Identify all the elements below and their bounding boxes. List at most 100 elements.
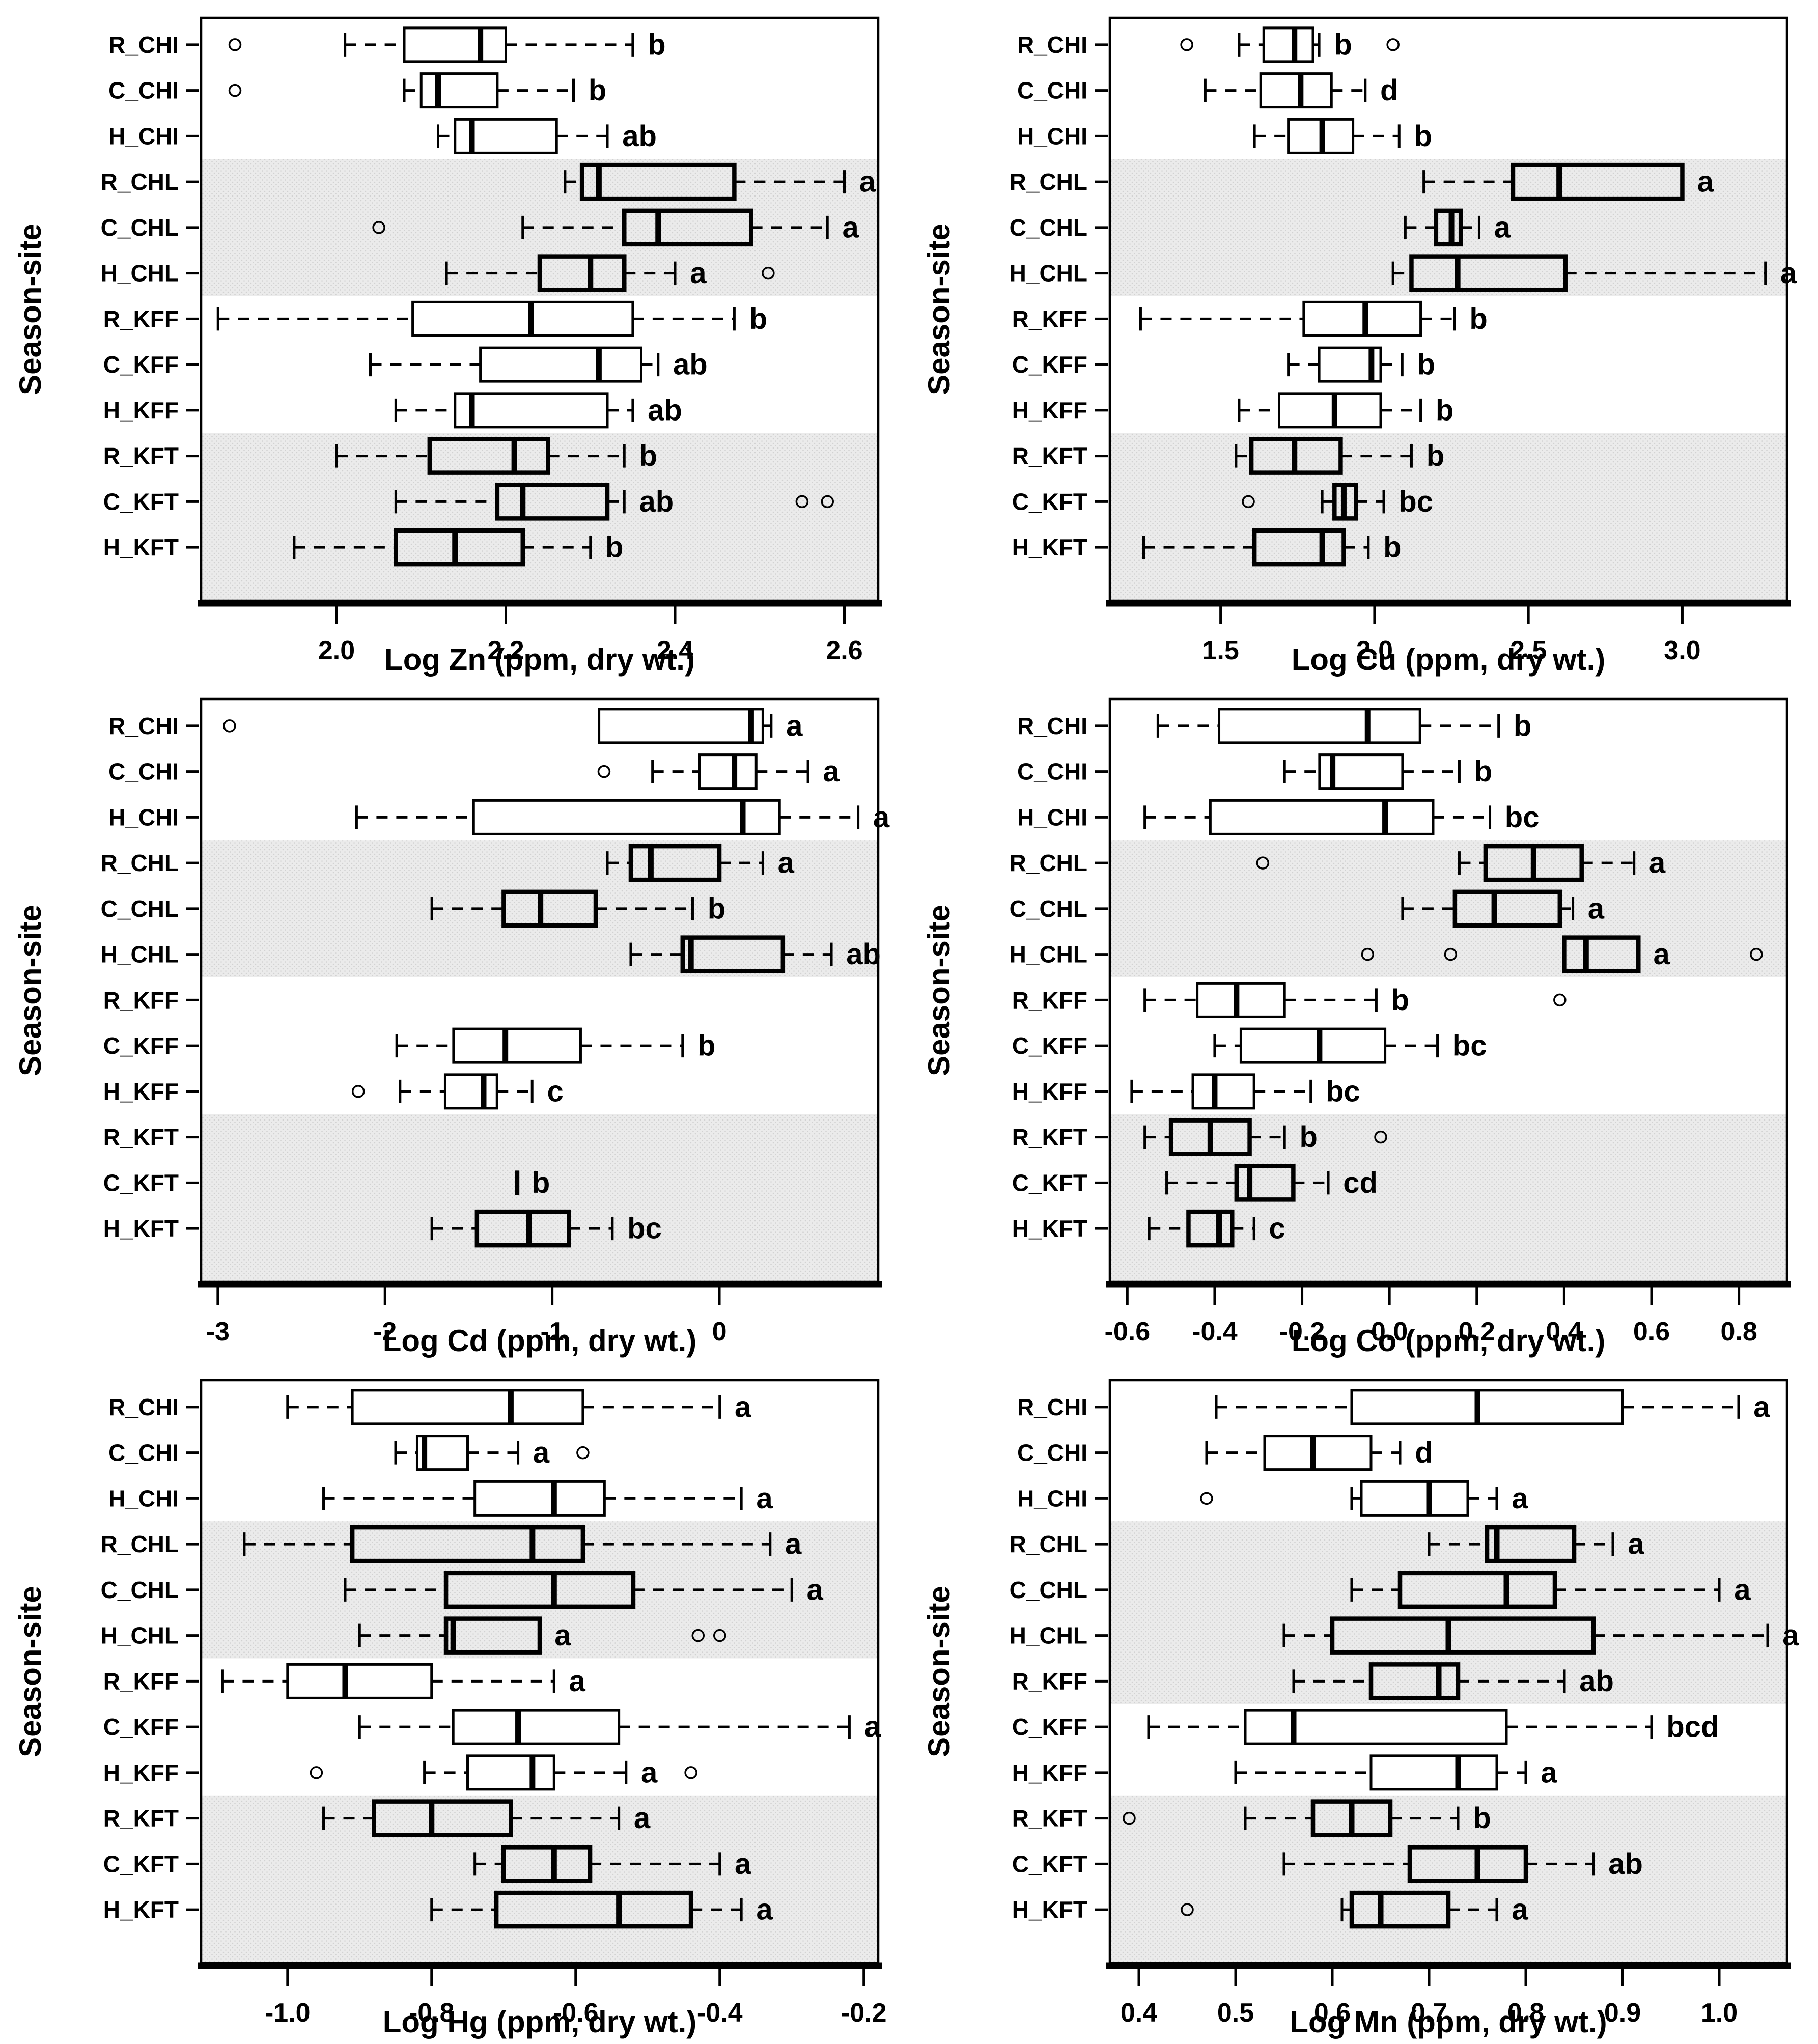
category-label: H_KFT bbox=[103, 1896, 179, 1923]
box bbox=[372, 1799, 513, 1837]
sig-letter: bc bbox=[1452, 1029, 1487, 1062]
x-tick-label: 2.4 bbox=[657, 636, 693, 665]
box bbox=[1511, 162, 1685, 201]
outlier-point bbox=[1553, 993, 1567, 1007]
category-label: H_KFF bbox=[1012, 397, 1087, 424]
box bbox=[473, 1480, 606, 1517]
sig-letter: b bbox=[1334, 28, 1352, 61]
category-label: H_CHI bbox=[1017, 804, 1087, 830]
category-label: R_CHI bbox=[108, 713, 179, 739]
x-tick-label: -0.6 bbox=[553, 1998, 599, 2028]
x-tick-label: 0.5 bbox=[1217, 1998, 1254, 2028]
panel-cd: -3 -2 -1 0 Log Cd (ppm, dry wt.) Season-site R… bbox=[0, 681, 909, 1362]
box bbox=[1234, 1164, 1296, 1202]
outlier-point bbox=[795, 495, 809, 509]
x-tick-label: -1 bbox=[541, 1317, 564, 1347]
box bbox=[1196, 982, 1286, 1018]
outlier-point bbox=[351, 1085, 365, 1098]
x-tick-label: 2.0 bbox=[318, 636, 355, 665]
box-row-C_KFT: b bbox=[515, 1166, 550, 1199]
category-label: H_KFT bbox=[1012, 1896, 1087, 1923]
box bbox=[403, 26, 507, 63]
category-label: C_KFT bbox=[1012, 1169, 1087, 1196]
sig-letter: bc bbox=[1326, 1075, 1360, 1108]
category-label: C_CHL bbox=[101, 1577, 179, 1603]
category-label: C_KFF bbox=[103, 1032, 179, 1059]
x-tick-label: 3.0 bbox=[1664, 636, 1700, 665]
category-label: C_KFT bbox=[103, 1169, 179, 1196]
sig-letter: a bbox=[806, 1573, 823, 1606]
sig-letter: ab bbox=[673, 348, 708, 381]
box-row-H_CHI: bc bbox=[1143, 799, 1540, 835]
x-tick-label: 0.9 bbox=[1604, 1998, 1641, 2028]
box-row-H_KFT: a bbox=[430, 1890, 773, 1929]
category-label: H_KFT bbox=[103, 1215, 179, 1242]
sig-letter: a bbox=[1512, 1893, 1528, 1926]
sig-letter: a bbox=[641, 1756, 658, 1789]
sig-letter: b bbox=[532, 1166, 550, 1199]
y-axis-title: Season-site bbox=[13, 1586, 47, 1757]
x-tick-label: 1.5 bbox=[1202, 636, 1239, 665]
category-label: R_KFT bbox=[1012, 1805, 1087, 1832]
sig-letter: a bbox=[843, 211, 859, 244]
category-label: R_KFT bbox=[1012, 1124, 1087, 1151]
sig-letter: a bbox=[785, 1528, 802, 1561]
x-tick-label: 1.0 bbox=[1701, 1998, 1738, 2028]
outlier-point bbox=[1181, 1903, 1194, 1916]
box bbox=[411, 300, 634, 337]
box bbox=[427, 437, 550, 475]
box-row-C_KFT: ab bbox=[394, 483, 834, 521]
box-row-H_KFT: b bbox=[1142, 528, 1402, 567]
sig-letter: bc bbox=[1505, 801, 1540, 834]
sig-letter: ab bbox=[846, 938, 881, 971]
x-tick-label: 0.2 bbox=[1459, 1317, 1495, 1347]
box-row-H_KFT: bc bbox=[430, 1209, 662, 1248]
sig-letter: a bbox=[1512, 1482, 1528, 1515]
category-label: C_CHI bbox=[108, 759, 179, 785]
box-row-C_KFF: ab bbox=[369, 346, 708, 383]
category-label: H_CHL bbox=[1010, 1622, 1087, 1649]
box bbox=[443, 1073, 498, 1110]
box-row-R_KFF: b bbox=[1139, 300, 1488, 337]
category-label: H_CHL bbox=[101, 941, 179, 968]
panel-cu: 1.5 2.0 2.5 3.0 Log Cu (ppm, dry wt.) Season-… bbox=[909, 0, 1817, 681]
sig-letter: b bbox=[1299, 1121, 1317, 1154]
box-row-H_KFF: c bbox=[351, 1073, 564, 1110]
category-label: H_CHI bbox=[108, 1485, 179, 1511]
sig-letter: ab bbox=[1579, 1665, 1614, 1698]
x-tick-label: 0.6 bbox=[1633, 1317, 1670, 1347]
box-row-C_CHI: b bbox=[1283, 753, 1492, 790]
sig-letter: a bbox=[1753, 1390, 1770, 1423]
box-row-H_CHL: a bbox=[1361, 935, 1763, 973]
plot-zn: 2.0 2.2 2.4 2.6 Log Zn (ppm, dry wt.) Season-… bbox=[13, 16, 882, 677]
box bbox=[394, 528, 525, 567]
sig-letter: a bbox=[1494, 211, 1511, 244]
box bbox=[452, 1027, 582, 1064]
box bbox=[1259, 72, 1333, 109]
category-label: H_KFF bbox=[103, 1078, 179, 1105]
x-tick-label: -1.0 bbox=[265, 1998, 311, 2028]
box-row-R_KFT: b bbox=[1143, 1118, 1387, 1156]
outlier-point bbox=[1200, 1492, 1213, 1505]
outlier-point bbox=[1374, 1130, 1387, 1144]
plot-hg: -1.0 -0.8 -0.6 -0.4 -0.2 Log Hg (ppm, dry wt.… bbox=[13, 1379, 887, 2039]
box-row-C_CHL: a bbox=[1401, 889, 1605, 928]
box bbox=[1209, 799, 1435, 835]
box-row-H_CHI: b bbox=[1253, 118, 1432, 154]
box-row-H_CHL: ab bbox=[629, 935, 881, 973]
outlier-point bbox=[310, 1766, 323, 1779]
box bbox=[537, 254, 627, 292]
category-label: C_KFF bbox=[1012, 1714, 1087, 1740]
box-row-R_CHI: b bbox=[1180, 26, 1400, 63]
x-tick-label: -2 bbox=[373, 1317, 397, 1347]
category-label: C_KFF bbox=[103, 351, 179, 378]
sig-letter: ab bbox=[1608, 1847, 1643, 1881]
category-label: R_CHL bbox=[101, 1531, 179, 1557]
box bbox=[1252, 528, 1346, 567]
sig-letter: b bbox=[1414, 120, 1432, 153]
sig-letter: b bbox=[589, 74, 606, 107]
sig-letter: a bbox=[569, 1665, 586, 1698]
sig-letter: a bbox=[1782, 1619, 1799, 1652]
box bbox=[1407, 1845, 1528, 1883]
x-tick-label: 0.8 bbox=[1720, 1317, 1757, 1347]
